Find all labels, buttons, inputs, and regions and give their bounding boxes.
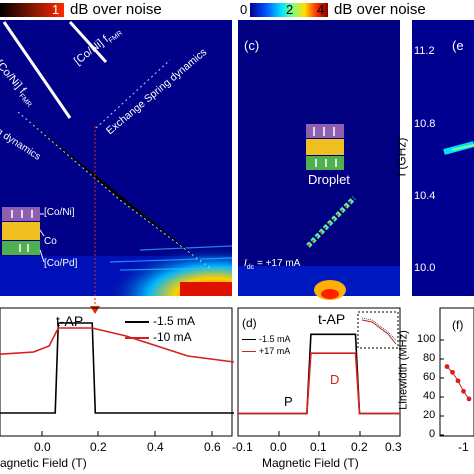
stack-arrows-icon	[11, 210, 33, 252]
series-line-0	[0, 322, 234, 414]
f-ytick-2: 60	[423, 371, 436, 383]
d-state-label: t-AP	[318, 311, 346, 327]
droplet-icon-mid	[306, 139, 344, 155]
e-ytick-2: 10.4	[414, 190, 436, 202]
f-ytick-3: 40	[423, 390, 436, 402]
colorbar-c-tick-2: 4	[317, 2, 325, 17]
colorbar-left	[0, 3, 64, 17]
f-ytick-0: 100	[417, 333, 436, 345]
panel-e-label: (e	[452, 38, 464, 53]
f-ytick-1: 80	[423, 352, 436, 364]
f-point-3	[461, 388, 466, 394]
d-xtick-4: 0.3	[385, 440, 402, 454]
d-inset-trace	[361, 319, 397, 345]
pointer-lines	[39, 213, 45, 263]
spectral-map-e	[412, 20, 474, 296]
f-ticks	[440, 339, 444, 436]
field-marker-arrow	[90, 306, 100, 314]
d-legend-1: -1.5 mA	[242, 334, 291, 344]
layer-label-coni: [Co/Ni]	[44, 207, 75, 218]
f-ytick-5: 0	[429, 428, 436, 440]
bl-xtick-3: 0.6	[204, 440, 221, 454]
colorbar-left-max: 1	[52, 2, 60, 17]
droplet-arrows-icon	[313, 127, 337, 167]
series-line-1	[0, 327, 235, 363]
f-point-0	[444, 364, 450, 369]
dotted-trace-b	[17, 111, 211, 269]
panel-d-label: (d)	[242, 316, 257, 330]
d-p-label: P	[284, 394, 293, 409]
droplet-icon-top	[306, 124, 344, 138]
bl-state-label: t-AP	[56, 313, 84, 329]
f-ylabel: Linewidth (MHz)	[397, 330, 410, 410]
droplet-icon-bot	[306, 156, 344, 170]
f-point-4	[466, 396, 472, 402]
bl-xtick-0: 0.0	[34, 440, 51, 454]
plot-frame-bottom-left	[0, 307, 233, 437]
layer-label-co: Co	[44, 236, 57, 247]
bl-legend-2: -10 mA	[125, 330, 192, 344]
d-inset-trace-dark	[361, 317, 397, 341]
series-line-1	[238, 352, 400, 415]
layer-label-copd: [Co/Pd]	[44, 258, 78, 269]
panel-f-label: (f)	[452, 318, 464, 332]
stack-layer-copd	[2, 241, 40, 255]
d-legend-2: +17 mA	[242, 346, 290, 356]
colorbar-left-title: dB over noise	[70, 1, 162, 18]
current-label: Idc = +17 mA	[244, 258, 301, 271]
fmr-line-2	[68, 20, 108, 64]
stack-layer-coni	[2, 207, 40, 221]
f-series	[444, 364, 472, 402]
f-xtick: -1	[458, 440, 469, 454]
d-xtick-1: 0.0	[270, 440, 287, 454]
hot-spot-c-core	[321, 289, 339, 299]
f-point-1	[450, 369, 455, 375]
d-xtick-0: -0.1	[232, 440, 253, 454]
red-strip-b	[180, 282, 232, 296]
d-ticks	[237, 431, 401, 436]
bottom-left-ticks	[41, 431, 213, 436]
bottom-left-series	[0, 322, 235, 414]
d-inset-box	[357, 311, 399, 349]
d-xtick-2: 0.1	[310, 440, 327, 454]
colorbar-c-tick-0: 0	[240, 2, 248, 17]
droplet-trace-core	[307, 197, 355, 247]
bl-xtick-2: 0.4	[147, 440, 164, 454]
stack-layer-co	[2, 222, 40, 240]
d-series	[238, 333, 400, 415]
colorbar-c	[250, 3, 328, 17]
f-ytick-4: 20	[423, 409, 436, 421]
cyan-streaks-b	[109, 245, 233, 271]
bl-xtick-1: 0.2	[90, 440, 107, 454]
fmr-line-1	[2, 21, 72, 119]
plot-frame-f	[439, 307, 474, 437]
trace-e-core	[451, 144, 474, 151]
colorbar-c-title: dB over noise	[334, 1, 426, 18]
e-ytick-0: 11.2	[414, 45, 435, 57]
d-d-label: D	[330, 372, 340, 387]
d-xlabel: Magnetic Field (T)	[262, 456, 359, 470]
panel-c-label: (c)	[244, 38, 260, 53]
e-ytick-1: 10.8	[414, 118, 436, 130]
f-point-2	[455, 378, 461, 384]
panel-e-ylabel: f (GHz)	[394, 137, 409, 177]
droplet-label: Droplet	[308, 172, 350, 187]
dotted-trace-b-2	[95, 59, 171, 129]
e-ytick-3: 10.0	[414, 262, 436, 274]
bl-legend-1: -1.5 mA	[125, 314, 195, 328]
bl-xlabel: agnetic Field (T)	[0, 456, 87, 470]
d-xtick-3: 0.2	[351, 440, 368, 454]
colorbar-c-tick-1: 2	[286, 2, 294, 17]
